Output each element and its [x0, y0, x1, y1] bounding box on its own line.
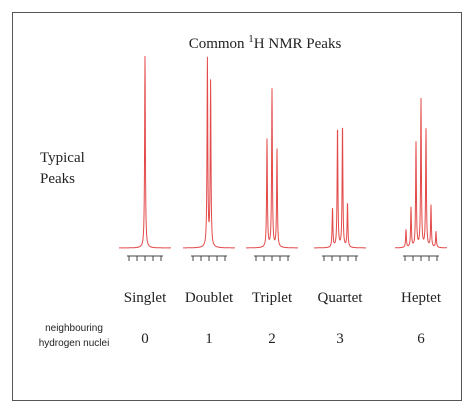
title-prefix: Common — [189, 36, 245, 52]
neighbour-count: 6 — [417, 331, 425, 347]
peak-name: Quartet — [318, 290, 364, 306]
title-superscript: 1 — [248, 33, 254, 45]
neighbour-count: 0 — [141, 331, 149, 347]
title-suffix: H NMR Peaks — [254, 36, 342, 52]
neighbour-count: 3 — [336, 331, 344, 347]
peak-name: Doublet — [185, 290, 234, 306]
peak-name: Triplet — [252, 290, 293, 306]
spectrum — [395, 97, 447, 249]
row-label: neighbouring — [45, 323, 103, 334]
row-label: hydrogen nuclei — [39, 338, 110, 349]
side-label: Typical — [40, 150, 85, 166]
neighbour-count: 1 — [205, 331, 213, 347]
spectrum — [314, 127, 366, 249]
title: Common 1H NMR Peaks — [189, 33, 342, 52]
spectrum — [119, 55, 171, 249]
peaks: Singlet 0 Doublet 1 Triplet 2 Quartet 3 Heptet 6 — [119, 55, 447, 347]
side-label: Peaks — [40, 171, 75, 187]
spectrum — [183, 56, 235, 249]
peak-name: Heptet — [401, 290, 442, 306]
frame — [12, 12, 462, 401]
spectrum — [246, 88, 298, 249]
peak-name: Singlet — [124, 290, 167, 306]
neighbour-count: 2 — [268, 331, 276, 347]
